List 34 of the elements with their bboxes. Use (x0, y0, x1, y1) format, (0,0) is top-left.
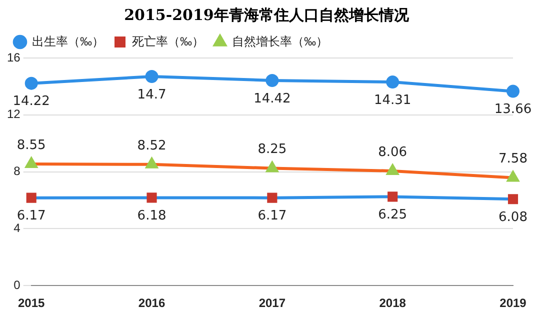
data-label: 14.22 (12, 94, 50, 110)
data-label: 14.7 (137, 87, 166, 102)
data-label: 7.58 (498, 152, 528, 167)
data-label: 13.66 (494, 102, 532, 118)
data-label: 14.31 (374, 92, 412, 108)
data-label: 6.18 (137, 208, 166, 224)
data-label: 8.25 (258, 142, 287, 158)
point (24, 76, 38, 90)
point (506, 84, 520, 98)
data-label: 6.08 (498, 210, 528, 225)
x-tick-label: 2019 (500, 296, 527, 310)
legend-label: 自然增长率（‰） (232, 34, 328, 48)
point (266, 74, 279, 87)
x-tick-label: 2018 (379, 296, 406, 310)
chart-title: 2015-2019年青海常住人口自然增长情况 (123, 6, 410, 26)
y-tick-label: 12 (6, 107, 21, 122)
data-label: 8.52 (137, 138, 166, 154)
data-label: 8.55 (16, 138, 46, 153)
legend-label: 死亡率（‰） (132, 34, 204, 48)
y-tick-label: 0 (14, 278, 21, 292)
data-label: 14.42 (254, 91, 291, 106)
x-tick-label: 2017 (258, 296, 286, 310)
y-tick-label: 16 (6, 50, 21, 64)
y-tick-label: 4 (14, 221, 21, 236)
x-tick-label: 2016 (138, 296, 166, 310)
point (386, 76, 400, 89)
legend-label: 出生率（‰） (32, 34, 104, 48)
data-label: 8.06 (378, 144, 408, 160)
data-label: 6.25 (378, 208, 408, 223)
point (145, 70, 158, 83)
x-tick-label: 2015 (18, 296, 46, 310)
data-label: 6.17 (258, 208, 287, 224)
data-label: 6.17 (16, 208, 46, 224)
y-tick-label: 8 (14, 164, 21, 178)
